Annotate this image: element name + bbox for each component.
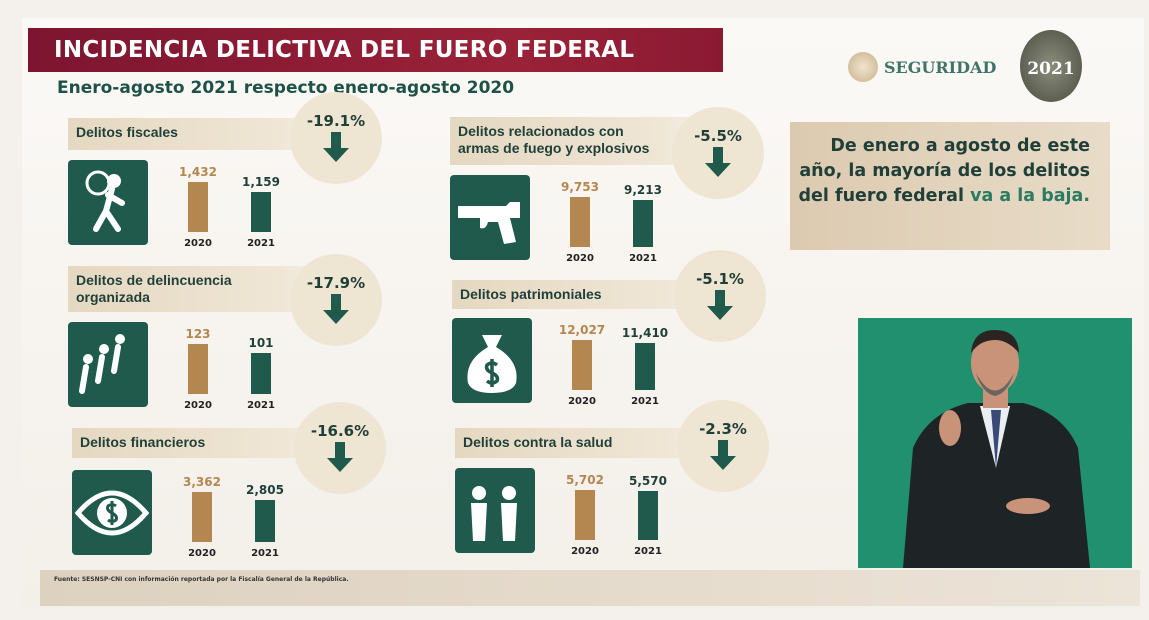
bar-2020 [188, 182, 208, 232]
year-label: 2021 [247, 400, 275, 411]
panel-title: Delitos financieros [80, 434, 206, 450]
callout-highlight: va a la baja. [970, 186, 1090, 206]
percent-change: -5.5% [694, 127, 742, 145]
panel-title: Delitos fiscales [76, 124, 178, 140]
panel-title: Delitos contra la salud [463, 434, 613, 450]
percent-change: -16.6% [310, 422, 370, 440]
bar-2020 [570, 197, 590, 247]
seguridad-logo: SEGURIDAD [848, 52, 996, 82]
money-eye-icon [72, 470, 152, 555]
change-circle: -5.5% [672, 107, 764, 199]
bar-2021 [255, 500, 275, 542]
year-label: 2021 [634, 546, 662, 557]
year-label: 2020 [568, 396, 596, 407]
down-arrow-icon [705, 147, 731, 177]
health-workers-icon [455, 468, 535, 553]
chart-panel: Delitos patrimoniales -5.1% 12,027 2020 … [452, 250, 782, 426]
mexico-seal-icon [848, 52, 878, 82]
slide-subtitle: Enero-agosto 2021 respecto enero-agosto … [57, 78, 515, 98]
value-label-2020: 12,027 [558, 323, 606, 337]
logo-text: SEGURIDAD [884, 57, 997, 77]
year-label: 2020 [184, 238, 212, 249]
percent-change: -2.3% [699, 420, 747, 438]
panel-title: Delitos de delincuencia organizada [76, 272, 232, 305]
year-label: 2020 [184, 400, 212, 411]
change-circle: -16.6% [294, 402, 386, 494]
interpreter-figure [903, 330, 1090, 568]
chart-panel: Delitos de delincuencia organizada -17.9… [68, 254, 398, 430]
thief-icon [68, 160, 148, 245]
down-arrow-icon [707, 290, 733, 320]
callout-box: De enero a agosto de este año, la mayorí… [790, 122, 1110, 250]
money-bag-icon [452, 318, 532, 403]
bar-2020 [572, 340, 592, 390]
slide-title: INCIDENCIA DELICTIVA DEL FUERO FEDERAL [28, 28, 723, 72]
panel-title: Delitos patrimoniales [460, 286, 602, 302]
down-arrow-icon [323, 132, 349, 162]
bar-2021 [251, 192, 271, 232]
year-label: 2020 [571, 546, 599, 557]
year-label: 2021 [251, 548, 279, 559]
sign-language-interpreter-video [858, 318, 1132, 568]
year-label: 2020 [188, 548, 216, 559]
year-label: 2021 [631, 396, 659, 407]
year-label: 2021 [629, 253, 657, 264]
value-label-2020: 3,362 [183, 475, 221, 489]
value-label-2021: 2,805 [246, 483, 284, 497]
down-arrow-icon [323, 294, 349, 324]
change-circle: -17.9% [290, 254, 382, 346]
value-label-2020: 1,432 [179, 165, 217, 179]
value-label-2020: 123 [185, 327, 211, 341]
value-label-2020: 9,753 [561, 180, 599, 194]
chart-panel: Delitos fiscales -19.1% 1,432 2020 1,159… [68, 92, 398, 268]
percent-change: -5.1% [696, 270, 744, 288]
bar-2021 [251, 353, 271, 394]
bar-2020 [192, 492, 212, 542]
change-circle: -5.1% [674, 250, 766, 342]
value-label-2021: 101 [248, 336, 274, 350]
year-label: 2020 [566, 253, 594, 264]
bar-2021 [635, 343, 655, 390]
value-label-2021: 1,159 [242, 175, 280, 189]
percent-change: -19.1% [306, 112, 366, 130]
change-circle: -19.1% [290, 92, 382, 184]
bar-2021 [638, 491, 658, 540]
callout-text: De enero a agosto de este año, la mayorí… [798, 136, 1091, 206]
change-circle: -2.3% [677, 400, 769, 492]
value-label-2021: 9,213 [624, 183, 662, 197]
year-label: 2021 [247, 238, 275, 249]
panel-title: Delitos relacionados con armas de fuego … [458, 123, 650, 156]
value-label-2021: 11,410 [621, 326, 669, 340]
bar-2020 [188, 344, 208, 394]
chart-panel: Delitos relacionados con armas de fuego … [450, 107, 780, 283]
value-label-2020: 5,702 [566, 473, 604, 487]
chart-panel: Delitos contra la salud -2.3% 5,702 2020… [455, 400, 785, 576]
percent-change: -17.9% [306, 274, 366, 292]
chart-panel: Delitos financieros -16.6% 3,362 2020 2,… [72, 402, 402, 578]
value-label-2021: 5,570 [629, 474, 667, 488]
down-arrow-icon [710, 440, 736, 470]
down-arrow-icon [327, 442, 353, 472]
bar-2021 [633, 200, 653, 247]
organized-crime-icon [68, 322, 148, 407]
bar-2020 [575, 490, 595, 540]
revolver-icon [450, 175, 530, 260]
source-footnote: Fuente: SESNSP-CNI con información repor… [40, 570, 1140, 606]
year-2021-badge: 2021 [1020, 30, 1082, 102]
